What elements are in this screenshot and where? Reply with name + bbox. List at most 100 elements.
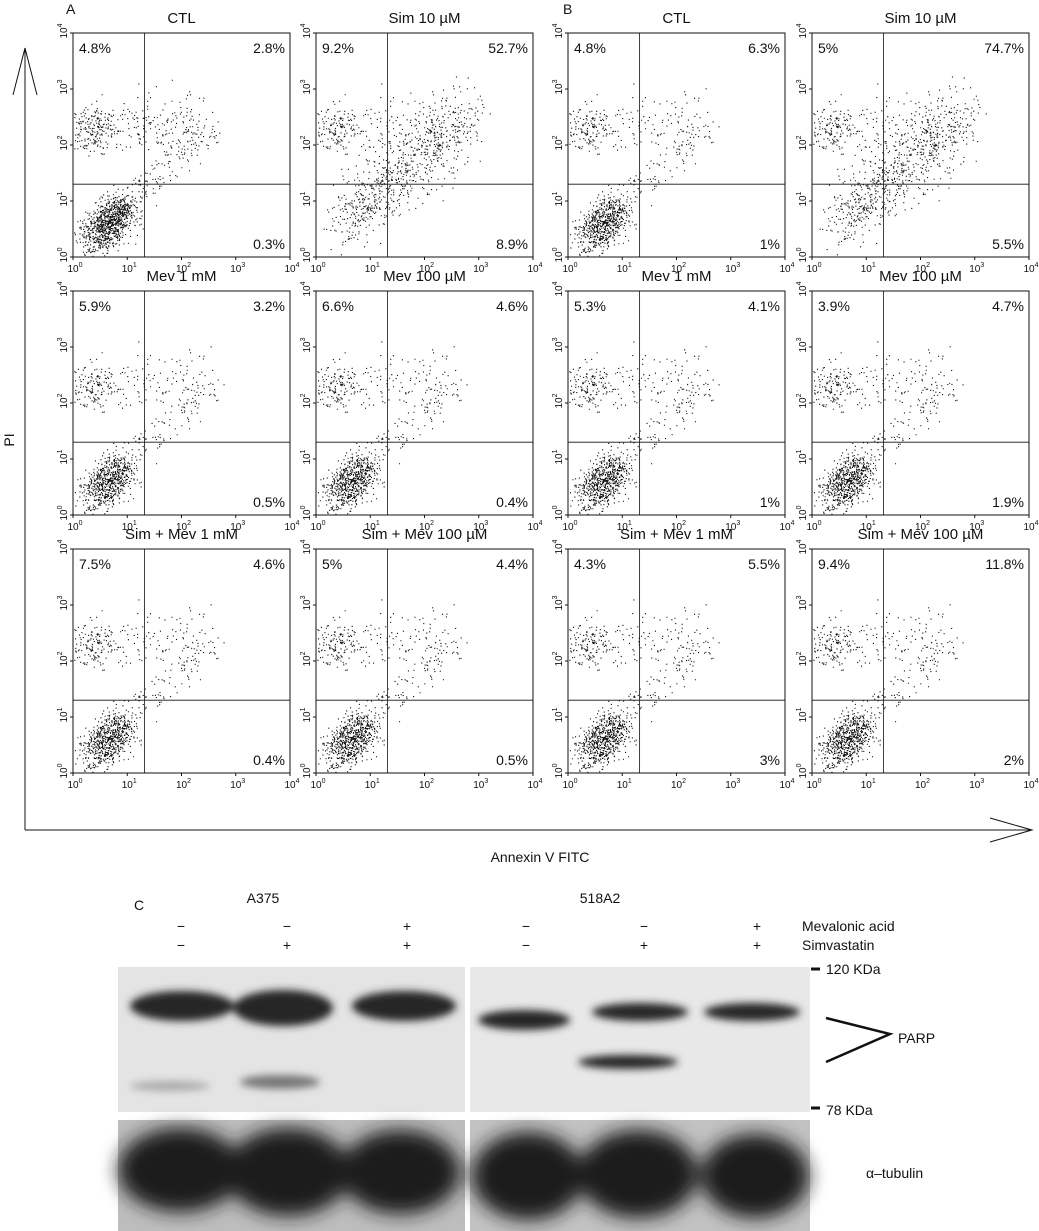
- tick-exponent: 1: [133, 778, 137, 785]
- plot-title: Mev 1 mM: [146, 268, 216, 285]
- tick-label: 100: [310, 520, 325, 533]
- tick-base: 10: [527, 780, 539, 791]
- tick-exponent: 2: [926, 778, 930, 785]
- tick-base: 10: [230, 522, 242, 533]
- tick-label: 102: [671, 520, 686, 533]
- tick-exponent: 1: [872, 778, 876, 785]
- tick-exponent: 1: [300, 191, 307, 195]
- tick-base: 10: [59, 655, 70, 667]
- tick-base: 10: [554, 767, 565, 779]
- tick-exponent: 1: [872, 262, 876, 269]
- tick-label: 100: [57, 763, 70, 778]
- tick-label: 102: [552, 651, 565, 666]
- tick-exponent: 3: [300, 337, 307, 341]
- tick-exponent: 3: [552, 337, 559, 341]
- tick-base: 10: [798, 599, 809, 611]
- tick-label: 101: [122, 778, 137, 791]
- tick-exponent: 0: [574, 778, 578, 785]
- tick-base: 10: [284, 264, 296, 275]
- tick-label: 102: [796, 393, 809, 408]
- tick-exponent: 3: [736, 262, 740, 269]
- dot-cloud: [317, 599, 468, 773]
- tick-label: 100: [806, 520, 821, 533]
- quadrant-percent: 2%: [1004, 752, 1024, 768]
- dot-cloud: [74, 599, 225, 773]
- tick-base: 10: [806, 780, 818, 791]
- tick-exponent: 3: [241, 520, 245, 527]
- tick-base: 10: [122, 264, 134, 275]
- marker-label: 120 KDa: [826, 961, 881, 977]
- tick-exponent: 4: [1035, 262, 1039, 269]
- plot-title: Mev 100 µM: [879, 268, 962, 285]
- tick-label: 101: [617, 778, 632, 791]
- tick-base: 10: [671, 522, 683, 533]
- tick-label: 104: [284, 262, 299, 275]
- blot-images: [118, 967, 810, 1231]
- quadrant-percent: 4.8%: [79, 40, 111, 56]
- tick-base: 10: [59, 543, 70, 555]
- tick-label: 101: [861, 520, 876, 533]
- tick-base: 10: [798, 251, 809, 263]
- tick-label: 102: [300, 651, 313, 666]
- tick-base: 10: [554, 195, 565, 207]
- dot-cloud: [317, 76, 491, 256]
- marker-label: 78 KDa: [826, 1102, 873, 1118]
- tick-base: 10: [554, 397, 565, 409]
- tick-label: 103: [796, 337, 809, 352]
- tick-exponent: 3: [241, 778, 245, 785]
- tick-label: 102: [671, 262, 686, 275]
- tick-label: 100: [300, 763, 313, 778]
- quadrant-percent: 5.3%: [574, 298, 606, 314]
- tick-base: 10: [725, 780, 737, 791]
- tick-exponent: 4: [57, 539, 64, 543]
- tick-base: 10: [59, 27, 70, 39]
- tick-exponent: 2: [552, 651, 559, 655]
- tick-exponent: 2: [552, 135, 559, 139]
- tick-label: 101: [57, 449, 70, 464]
- tick-base: 10: [1023, 780, 1035, 791]
- quadrant-percent: 4.8%: [574, 40, 606, 56]
- tick-base: 10: [302, 599, 313, 611]
- tick-base: 10: [59, 285, 70, 297]
- tick-exponent: 3: [736, 520, 740, 527]
- protein-label: α–tubulin: [866, 1165, 923, 1181]
- tick-label: 102: [300, 393, 313, 408]
- tick-base: 10: [798, 285, 809, 297]
- tick-base: 10: [302, 285, 313, 297]
- plot-title: Mev 1 mM: [641, 268, 711, 285]
- tick-exponent: 3: [552, 595, 559, 599]
- tick-exponent: 4: [552, 539, 559, 543]
- tick-base: 10: [915, 264, 927, 275]
- tick-base: 10: [419, 264, 431, 275]
- tick-label: 103: [969, 520, 984, 533]
- tick-exponent: 1: [133, 262, 137, 269]
- arrow: [989, 817, 1034, 843]
- tick-label: 103: [796, 595, 809, 610]
- tick-label: 102: [419, 262, 434, 275]
- tick-label: 100: [562, 520, 577, 533]
- tick-exponent: 3: [300, 79, 307, 83]
- tick-base: 10: [59, 251, 70, 263]
- tick-base: 10: [176, 264, 188, 275]
- tick-base: 10: [59, 341, 70, 353]
- plot-title: CTL: [662, 10, 690, 27]
- tick-label: 103: [969, 778, 984, 791]
- tick-exponent: 4: [300, 281, 307, 285]
- quadrant-percent: 0.5%: [496, 752, 528, 768]
- plot-title: Sim + Mev 1 mM: [620, 526, 733, 543]
- tick-base: 10: [1023, 264, 1035, 275]
- tick-base: 10: [230, 264, 242, 275]
- tick-label: 101: [300, 707, 313, 722]
- tick-exponent: 2: [682, 262, 686, 269]
- tick-base: 10: [473, 264, 485, 275]
- dot-cloud: [317, 341, 468, 515]
- plot-title: CTL: [167, 10, 195, 27]
- tick-label: 102: [419, 520, 434, 533]
- tick-base: 10: [969, 780, 981, 791]
- tick-exponent: 3: [484, 262, 488, 269]
- tick-exponent: 3: [484, 520, 488, 527]
- tick-base: 10: [554, 655, 565, 667]
- plot-title: Sim + Mev 100 µM: [858, 526, 984, 543]
- plot-title: Sim 10 µM: [389, 10, 461, 27]
